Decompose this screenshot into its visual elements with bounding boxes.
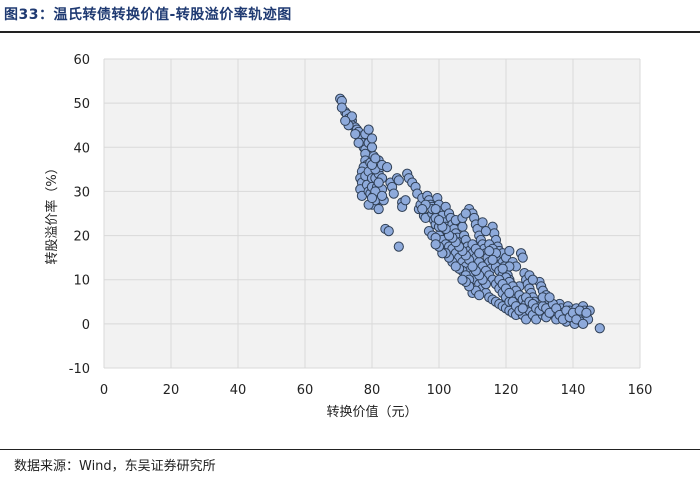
data-point [430,239,441,250]
data-point [474,248,485,259]
data-point [517,303,528,314]
data-point [450,261,461,272]
data-point [517,252,528,263]
x-tick-label: 40 [230,383,247,398]
data-point [581,307,592,318]
data-point [400,195,411,206]
data-point [433,215,445,226]
data-point [373,203,384,215]
y-axis-label: 转股溢价率（%） [44,161,60,264]
figure-title: 图33：温氏转债转换价值-转股溢价率轨迹图 [4,7,292,23]
data-point [336,102,347,113]
data-point [366,142,378,153]
data-point [363,124,374,135]
data-point [370,153,381,164]
data-point [467,261,478,272]
y-tick-label: 40 [73,141,90,156]
data-point [594,323,605,334]
data-point [381,162,393,173]
x-tick-label: 80 [364,383,381,398]
data-point [544,292,555,303]
data-point [430,203,441,215]
data-point [340,115,351,126]
data-point [373,177,384,188]
y-tick-label: 60 [73,53,90,68]
y-tick-label: 10 [73,274,90,289]
x-tick-label: 140 [561,383,586,398]
data-point [497,263,508,274]
data-point [527,274,538,285]
data-point [577,318,589,329]
data-point [366,192,378,204]
y-tick-label: -10 [69,362,90,377]
y-tick-label: 0 [82,318,90,333]
data-point [484,245,495,257]
data-point [487,254,498,265]
data-point [480,226,491,237]
x-tick-label: 160 [628,383,653,398]
data-point [417,203,428,215]
data-point [477,217,488,228]
x-axis-label: 转换价值（元） [326,404,417,420]
x-tick-label: 60 [297,383,314,398]
data-point [460,208,471,219]
source-note: 数据来源：Wind，东吴证券研究所 [14,459,216,474]
data-point [353,137,364,148]
data-point [393,175,404,186]
data-point [350,128,361,140]
title-rule [0,31,700,33]
y-tick-label: 50 [73,97,90,112]
data-point [474,290,485,301]
scatter-chart: 0 20 40 60 80 100 120 140 160 -10 0 10 20 30 40 50 60 转… [44,53,653,420]
source-rule [0,449,700,450]
y-tick-label: 30 [73,185,90,200]
data-point [366,133,378,144]
data-point [388,188,399,199]
data-point [393,241,404,252]
data-point [504,245,515,257]
data-point [457,274,468,285]
x-tick-label: 20 [163,383,180,398]
data-point [376,190,388,201]
data-point [383,226,394,237]
x-tick-label: 0 [100,383,108,398]
y-tick-label: 20 [73,230,90,245]
chart-container: 0 20 40 60 80 100 120 140 160 -10 0 10 20 30 40 50 60 转… [0,36,700,446]
x-tick-label: 100 [427,383,452,398]
data-point [504,287,515,299]
x-tick-label: 120 [494,383,519,398]
